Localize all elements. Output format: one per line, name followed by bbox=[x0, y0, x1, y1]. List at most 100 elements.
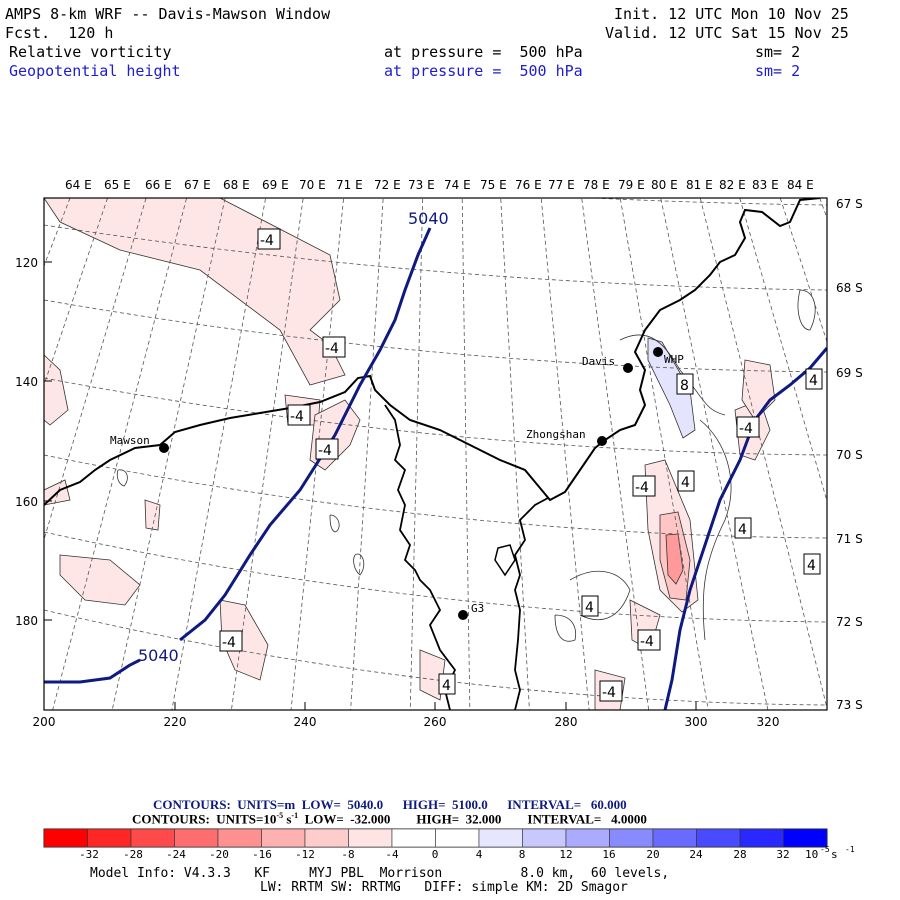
station-dot-g3 bbox=[458, 610, 468, 620]
lat-label: 71 S bbox=[836, 532, 863, 546]
colorbar-unit-exp2: -1 bbox=[845, 845, 855, 854]
station-label-g3: G3 bbox=[471, 602, 484, 615]
colorbar-cell bbox=[522, 828, 567, 848]
colorbar-tick: -16 bbox=[252, 848, 272, 861]
colorbar-tick: -4 bbox=[385, 848, 399, 861]
station-label-whp: WHP bbox=[664, 353, 684, 366]
vort-label: -4 bbox=[325, 341, 339, 357]
colorbar-cell bbox=[217, 828, 262, 848]
vort-label: -4 bbox=[602, 685, 616, 701]
x-tick-label: 300 bbox=[685, 715, 708, 729]
vort-label-box: 8 bbox=[676, 373, 694, 395]
lon-label: 72 E bbox=[374, 178, 401, 192]
lon-label: 73 E bbox=[408, 178, 435, 192]
contours-vort-s: s bbox=[283, 811, 292, 827]
lon-label: 67 E bbox=[184, 178, 211, 192]
station-dot-mawson bbox=[159, 443, 169, 453]
vort-label-box: -4 bbox=[315, 438, 339, 460]
plot-title: AMPS 8-km WRF -- Davis-Mawson Window bbox=[5, 5, 331, 23]
colorbar-cell bbox=[43, 828, 88, 848]
colorbar-cell bbox=[174, 828, 219, 848]
lon-label: 83 E bbox=[752, 178, 779, 192]
station-label-zhongshan: Zhongshan bbox=[526, 428, 586, 441]
station-dot-davis bbox=[623, 363, 633, 373]
vort-label: -4 bbox=[260, 233, 274, 249]
vort-label: -4 bbox=[318, 443, 332, 459]
lon-label: 81 E bbox=[686, 178, 713, 192]
field1-sm: sm= 2 bbox=[755, 43, 801, 61]
height-label-5040-south: 5040 bbox=[138, 646, 179, 665]
lon-label: 68 E bbox=[223, 178, 250, 192]
colorbar-unit-s: s bbox=[831, 848, 838, 861]
field2-sm: sm= 2 bbox=[755, 62, 801, 80]
colorbar-tick: 12 bbox=[559, 848, 572, 861]
lon-label: 75 E bbox=[480, 178, 507, 192]
contours-vort-high: HIGH= 32.000 bbox=[416, 811, 502, 827]
lat-label: 67 S bbox=[836, 197, 863, 211]
model-info-line2: LW: RRTM SW: RRTMG DIFF: simple KM: 2D S… bbox=[260, 880, 628, 895]
vort-label: -4 bbox=[290, 409, 304, 425]
vort-label-box: -4 bbox=[322, 336, 346, 358]
height-contour-labels: 5040 5040 bbox=[138, 209, 449, 665]
colorbar-unit-exp: -5 bbox=[820, 845, 830, 854]
init-time: Init. 12 UTC Mon 10 Nov 25 bbox=[614, 5, 849, 23]
forecast-hour: Fcst. 120 h bbox=[5, 24, 114, 42]
vort-label: 4 bbox=[681, 475, 690, 491]
lon-label: 79 E bbox=[618, 178, 645, 192]
colorbar-cell bbox=[304, 828, 349, 848]
lat-label: 69 S bbox=[836, 366, 863, 380]
colorbar-tick: 32 bbox=[776, 848, 789, 861]
vort-label-box: -4 bbox=[736, 416, 760, 438]
colorbar-cell bbox=[130, 828, 175, 848]
contours-vort-interval: INTERVAL= 4.0000 bbox=[527, 811, 647, 827]
y-tick-label: 140 bbox=[15, 375, 38, 389]
vorticity-contour-labels: -4 -4 -4 -4 -4 -4 -4 -4 -4 8 4 4 4 4 4 4 bbox=[219, 228, 823, 702]
vort-label-box: -4 bbox=[632, 475, 656, 497]
vort-label-box: -4 bbox=[257, 228, 281, 250]
vort-label: 4 bbox=[442, 678, 451, 694]
vort-label-box: 4 bbox=[734, 517, 752, 539]
contours-vort-exp2: -1 bbox=[291, 811, 299, 820]
vort-label: 4 bbox=[585, 600, 594, 616]
colorbar-cell bbox=[739, 828, 784, 848]
station-dot-zhongshan bbox=[597, 436, 607, 446]
colorbar-cell bbox=[435, 828, 480, 848]
vort-label: -4 bbox=[640, 634, 654, 650]
lat-label: 68 S bbox=[836, 281, 863, 295]
axis-ticks bbox=[43, 261, 697, 710]
colorbar-cell bbox=[652, 828, 697, 848]
vort-label-box: 4 bbox=[677, 470, 695, 492]
colorbar-cell bbox=[696, 828, 741, 848]
grounding-line bbox=[494, 544, 516, 577]
colorbar-tick: -32 bbox=[79, 848, 99, 861]
colorbar-cell bbox=[478, 828, 523, 848]
field2-level: at pressure = 500 hPa bbox=[384, 62, 583, 80]
colorbar-tick: 8 bbox=[519, 848, 526, 861]
lat-label: 70 S bbox=[836, 448, 863, 462]
station-label-davis: Davis bbox=[582, 355, 615, 368]
colorbar-unit-base: 10 bbox=[805, 848, 818, 861]
vort-label-box: 4 bbox=[438, 673, 456, 695]
vort-label-box: -4 bbox=[287, 404, 311, 426]
vorticity-contour-lines bbox=[116, 289, 816, 642]
colorbar-tick: 24 bbox=[689, 848, 703, 861]
model-info-line1: Model Info: V4.3.3 KF MYJ PBL Morrison 8… bbox=[90, 866, 670, 881]
vort-label: -4 bbox=[222, 635, 236, 651]
valid-time: Valid. 12 UTC Sat 15 Nov 25 bbox=[605, 24, 849, 42]
y-tick-label: 180 bbox=[15, 614, 38, 628]
lon-label: 66 E bbox=[145, 178, 172, 192]
y-tick-labels: 120 140 160 180 bbox=[15, 256, 38, 628]
contours-height-interval: INTERVAL= 60.000 bbox=[507, 797, 627, 812]
lon-label: 77 E bbox=[548, 178, 575, 192]
colorbar-tick: 20 bbox=[646, 848, 659, 861]
colorbar-tick-labels: -32 -28 -24 -20 -16 -12 -8 -4 0 4 8 12 1… bbox=[79, 848, 790, 861]
colorbar-tick: -20 bbox=[209, 848, 229, 861]
lon-label: 69 E bbox=[262, 178, 289, 192]
colorbar-tick: -28 bbox=[123, 848, 143, 861]
contours-height-high: HIGH= 5100.0 bbox=[402, 797, 488, 812]
x-tick-label: 280 bbox=[555, 715, 578, 729]
lat-label: 73 S bbox=[836, 698, 863, 712]
contours-vort-exp: -5 bbox=[276, 811, 284, 820]
vort-label: 4 bbox=[738, 522, 747, 538]
